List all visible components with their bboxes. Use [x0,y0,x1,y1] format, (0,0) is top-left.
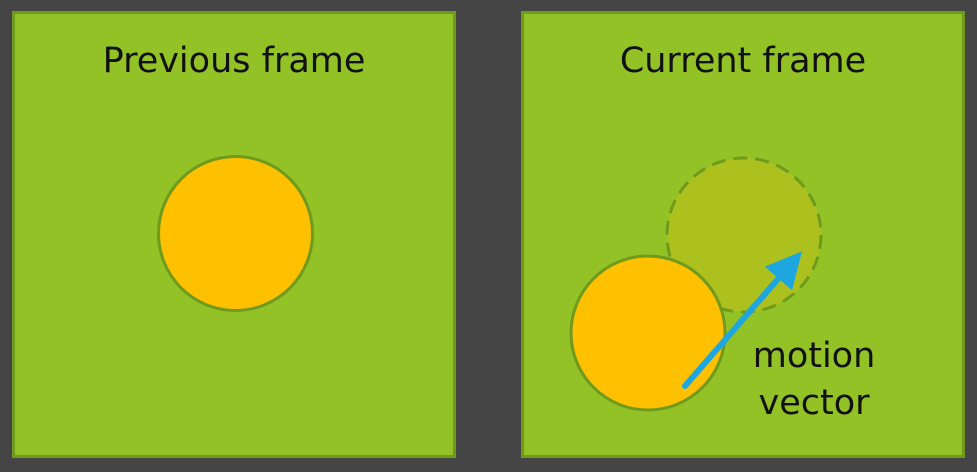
current-frame-panel: Current frame motion vector [521,11,965,458]
motion-vector-arrow [682,251,803,389]
ball-current-position [569,254,727,412]
current-frame-title: Current frame [619,41,867,81]
motion-vector-label-line1: motion [752,336,876,376]
previous-frame-panel: Previous frame [12,11,456,458]
motion-vector-label-line2: vector [758,383,870,423]
ball-previous-position [157,155,314,312]
motion-overlay [569,156,823,412]
previous-frame-title: Previous frame [102,41,366,81]
